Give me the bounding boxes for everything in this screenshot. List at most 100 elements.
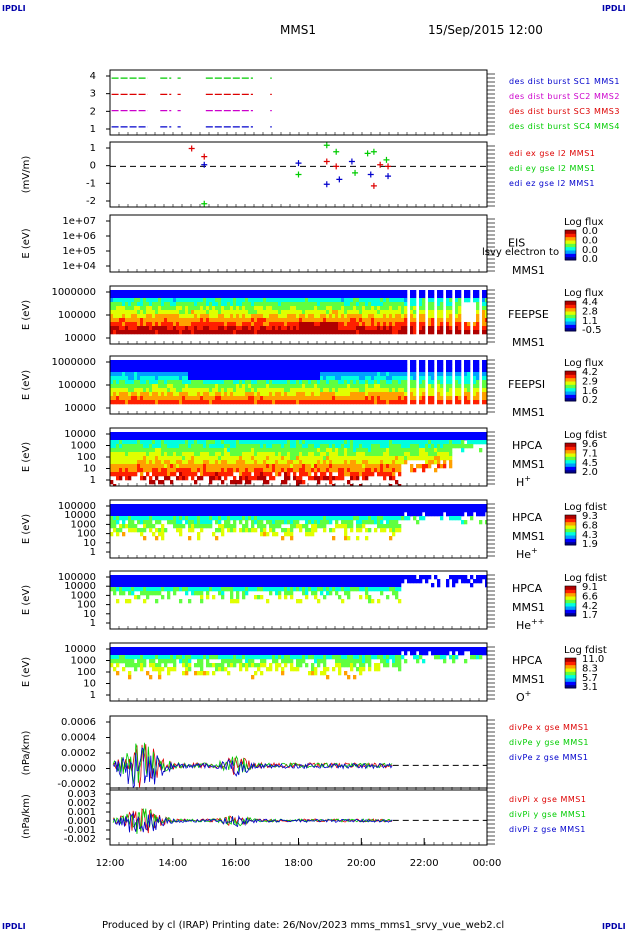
- spectrogram-cell: [131, 440, 135, 445]
- spectrogram-cell: [395, 460, 399, 465]
- spectrogram-cell: [455, 364, 459, 369]
- spectrogram-cell: [404, 294, 408, 299]
- spectrogram-cell: [146, 460, 150, 465]
- spectrogram-cell: [344, 472, 348, 477]
- spectrogram-cell: [191, 330, 195, 335]
- spectrogram-cell: [143, 318, 147, 323]
- spectrogram-cell: [110, 400, 114, 405]
- spectrogram-cell: [359, 460, 363, 465]
- spectrogram-cell: [458, 440, 462, 445]
- spectrogram-cell: [269, 360, 273, 365]
- spectrogram-cell: [359, 388, 363, 393]
- spectrogram-cell: [458, 376, 462, 381]
- spectrogram-cell: [152, 302, 156, 307]
- spectrogram-cell: [335, 384, 339, 389]
- spectrogram-cell: [269, 444, 273, 449]
- spectrogram-cell: [485, 290, 487, 295]
- spectrogram-cell: [404, 388, 408, 393]
- spectrogram-cell: [275, 508, 279, 513]
- spectrogram-cell: [224, 384, 228, 389]
- spectrogram-cell: [293, 520, 297, 525]
- spectrogram-cell: [419, 314, 423, 319]
- spectrogram-cell: [167, 448, 171, 453]
- spectrogram-cell: [188, 528, 192, 533]
- spectrogram-cell: [413, 290, 417, 295]
- spectrogram-cell: [335, 310, 339, 315]
- spectrogram-cell: [356, 524, 360, 529]
- spectrogram-cell: [317, 364, 321, 369]
- spectrogram-cell: [281, 368, 285, 373]
- spectrogram-cell: [266, 376, 270, 381]
- spectrogram-cell: [134, 368, 138, 373]
- spectrogram-cell: [155, 464, 159, 469]
- spectrogram-cell: [323, 440, 327, 445]
- spectrogram-cell: [161, 472, 165, 477]
- spectrogram-cell: [146, 520, 150, 525]
- spectrogram-cell: [326, 302, 330, 307]
- spectrogram-cell: [137, 380, 141, 385]
- spectrogram-cell: [185, 372, 189, 377]
- spectrogram-cell: [119, 376, 123, 381]
- spectrogram-cell: [266, 452, 270, 457]
- spectrogram-cell: [224, 440, 228, 445]
- spectrogram-cell: [128, 368, 132, 373]
- spectrogram-cell: [359, 326, 363, 331]
- spectrogram-cell: [293, 298, 297, 303]
- spectrogram-cell: [371, 400, 375, 405]
- spectrogram-cell: [353, 456, 357, 461]
- spectrogram-cell: [110, 464, 114, 469]
- spectrogram-cell: [344, 536, 348, 541]
- spectrogram-cell: [194, 306, 198, 311]
- spectrogram-cell: [125, 330, 129, 335]
- spectrogram-cell: [308, 376, 312, 381]
- spectrogram-cell: [137, 440, 141, 445]
- spectrogram-cell: [266, 384, 270, 389]
- spectrogram-cell: [221, 360, 225, 365]
- spectrogram-cell: [449, 464, 453, 469]
- spectrogram-cell: [116, 392, 120, 397]
- panel-frame-availability: [109, 69, 488, 136]
- spectrogram-cell: [146, 364, 150, 369]
- spectrogram-cell: [173, 364, 177, 369]
- spectrogram-cell: [134, 310, 138, 315]
- spectrogram-cell: [227, 504, 231, 509]
- spectrogram-cell: [236, 444, 240, 449]
- spectrogram-cell: [155, 536, 159, 541]
- spectrogram-cell: [308, 310, 312, 315]
- spectrogram-cell: [170, 452, 174, 457]
- spectrogram-cell: [113, 512, 117, 517]
- spectrogram-cell: [422, 318, 426, 323]
- spectrogram-cell: [428, 302, 432, 307]
- spectrogram-cell: [176, 436, 180, 441]
- spectrogram-cell: [275, 302, 279, 307]
- spectrogram-cell: [245, 456, 249, 461]
- spectrogram-cell: [251, 322, 255, 327]
- spectrogram-cell: [167, 476, 171, 481]
- spectrogram-cell: [350, 306, 354, 311]
- spectrogram-cell: [377, 364, 381, 369]
- spectrogram-cell: [362, 448, 366, 453]
- spectrogram-cell: [239, 516, 243, 521]
- spectrogram-cell: [290, 440, 294, 445]
- spectrogram-cell: [182, 456, 186, 461]
- spectrogram-cell: [371, 452, 375, 457]
- spectrogram-cell: [413, 364, 417, 369]
- spectrogram-cell: [356, 290, 360, 295]
- spectrogram-cell: [302, 480, 306, 485]
- spectrogram-cell: [221, 380, 225, 385]
- spectrogram-cell: [419, 330, 423, 335]
- spectrogram-cell: [149, 528, 153, 533]
- spectrogram-cell: [374, 380, 378, 385]
- spectrogram-cell: [257, 508, 261, 513]
- spectrogram-cell: [242, 330, 246, 335]
- spectrogram-cell: [464, 444, 468, 449]
- spectrogram-cell: [158, 504, 162, 509]
- spectrogram-cell: [242, 322, 246, 327]
- spectrogram-cell: [170, 364, 174, 369]
- spectrogram-cell: [413, 314, 417, 319]
- spectrogram-cell: [197, 516, 201, 521]
- spectrogram-cell: [260, 314, 264, 319]
- spectrogram-cell: [203, 302, 207, 307]
- spectrogram-cell: [410, 294, 414, 299]
- spectrogram-cell: [278, 440, 282, 445]
